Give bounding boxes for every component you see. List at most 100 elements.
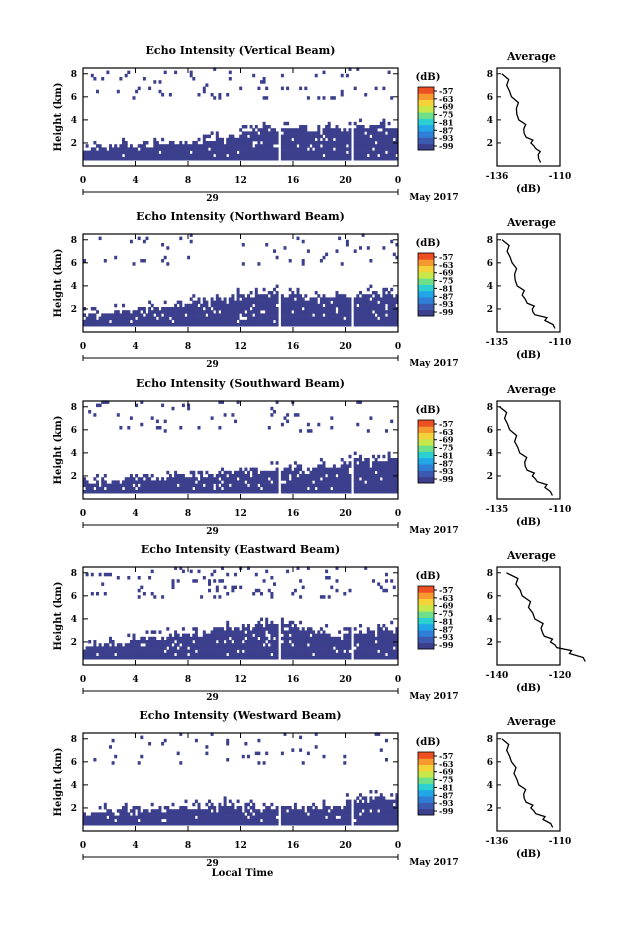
echo-cell <box>231 649 235 654</box>
echo-cell <box>392 480 396 484</box>
echo-cell <box>322 636 326 641</box>
echo-cell <box>366 630 370 634</box>
echo-cell <box>254 624 258 628</box>
echo-cell <box>379 300 383 305</box>
echo-cell <box>280 627 284 631</box>
echo-cell <box>142 636 146 641</box>
echo-cell <box>176 652 180 657</box>
echo-cell <box>343 128 347 132</box>
echo-cell <box>202 313 206 317</box>
echo-cell <box>168 480 172 484</box>
echo-cell <box>247 157 250 161</box>
echo-cell <box>111 649 115 654</box>
echo-cell <box>288 307 292 311</box>
echo-cell <box>210 147 214 151</box>
echo-cell <box>369 490 373 494</box>
echo-cell <box>202 319 206 324</box>
echo-cell <box>361 652 365 657</box>
echo-cell <box>314 822 318 826</box>
echo-cell <box>239 150 243 155</box>
echo-cell <box>332 480 336 484</box>
echo-cell <box>176 144 180 148</box>
echo-cell <box>171 636 175 641</box>
echo-cell <box>192 483 196 488</box>
echo-cell <box>356 474 360 478</box>
echo-cell <box>200 147 204 151</box>
echo-cell <box>332 640 336 644</box>
echo-cell <box>127 818 131 823</box>
echo-cell <box>221 633 224 638</box>
echo-cell <box>390 809 394 813</box>
echo-cell <box>161 147 165 151</box>
echo-cell <box>109 745 112 749</box>
echo-cell <box>213 313 217 317</box>
echo-cell <box>304 153 308 158</box>
echo-cell <box>374 310 378 314</box>
echo-cell <box>309 636 313 641</box>
echo-cell <box>187 822 191 826</box>
echo-cell <box>150 150 154 155</box>
echo-cell <box>179 236 183 241</box>
echo-cell <box>239 643 243 647</box>
echo-cell <box>325 818 329 823</box>
echo-cell <box>353 303 357 308</box>
echo-cell <box>150 809 154 813</box>
echo-cell <box>330 323 334 327</box>
echo-cell <box>392 818 396 823</box>
echo-cell <box>372 490 375 494</box>
echo-cell <box>218 300 222 305</box>
echo-cell <box>330 474 334 478</box>
avg-y-tick-label: 2 <box>487 305 493 315</box>
colorbar-frame <box>417 419 435 484</box>
echo-cell <box>377 822 381 826</box>
echo-cell <box>142 646 146 650</box>
echo-cell <box>218 474 222 478</box>
echo-cell <box>215 486 219 491</box>
echo-cell <box>252 818 256 823</box>
avg-y-tick-label: 6 <box>487 758 493 768</box>
echo-cell <box>343 323 347 327</box>
echo-cell <box>241 307 245 311</box>
echo-cell <box>194 144 198 148</box>
echo-cell <box>306 636 310 641</box>
echo-cell <box>353 141 357 145</box>
echo-cell <box>299 595 303 599</box>
echo-cell <box>265 624 269 628</box>
echo-cell <box>153 656 157 660</box>
echo-cell <box>257 323 261 327</box>
echo-cell <box>385 461 388 465</box>
x-tick-label: 20 <box>339 841 352 851</box>
echo-cell <box>335 640 339 644</box>
echo-cell <box>314 291 318 295</box>
echo-cell <box>343 761 347 765</box>
echo-cell <box>359 400 362 404</box>
echo-cell <box>244 627 248 631</box>
echo-cell <box>158 812 162 816</box>
echo-cell <box>252 474 256 478</box>
echo-cell <box>93 815 97 820</box>
echo-cell <box>364 646 368 650</box>
echo-cell <box>322 464 326 468</box>
echo-cell <box>158 646 162 650</box>
echo-cell <box>361 153 365 158</box>
echo-cell <box>244 147 248 151</box>
echo-cell <box>309 483 313 488</box>
echo-cell <box>223 815 227 820</box>
echo-cell <box>372 316 375 321</box>
echo-cell <box>322 490 326 494</box>
echo-cell <box>332 809 336 813</box>
echo-cell <box>103 153 107 158</box>
echo-cell <box>377 144 381 148</box>
echo-cell <box>231 141 235 145</box>
echo-cell <box>88 486 92 491</box>
echo-cell <box>361 323 365 327</box>
echo-cell <box>359 307 362 311</box>
echo-cell <box>338 144 342 148</box>
echo-cell <box>244 640 248 644</box>
echo-cell <box>317 134 321 139</box>
echo-cell <box>111 822 115 826</box>
echo-cell <box>319 300 323 305</box>
echo-cell <box>322 802 326 807</box>
echo-cell <box>369 137 373 142</box>
echo-cell <box>161 259 165 263</box>
